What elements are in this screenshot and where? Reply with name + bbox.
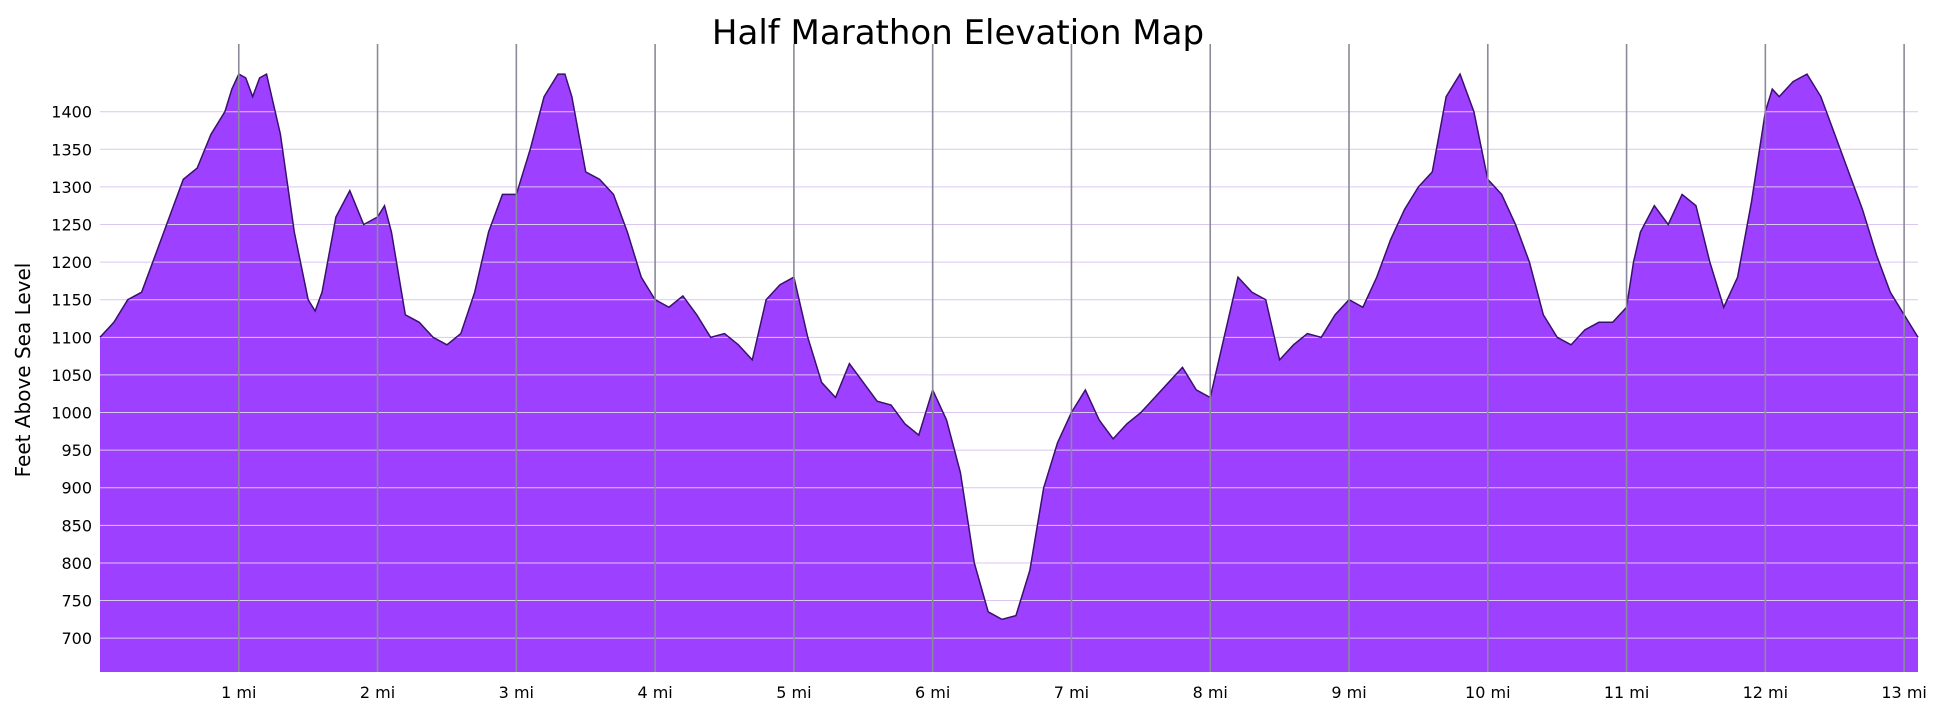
y-tick-label: 750: [61, 592, 92, 611]
x-tick-label: 2 mi: [360, 683, 395, 702]
x-tick-label: 9 mi: [1331, 683, 1366, 702]
x-tick-label: 10 mi: [1465, 683, 1510, 702]
x-tick-label: 7 mi: [1054, 683, 1089, 702]
y-tick-label: 800: [61, 554, 92, 573]
y-tick-label: 1400: [51, 103, 92, 122]
y-tick-label: 1150: [51, 291, 92, 310]
y-tick-label: 700: [61, 629, 92, 648]
y-axis-label: Feet Above Sea Level: [11, 263, 35, 478]
y-tick-label: 1350: [51, 140, 92, 159]
y-tick-label: 900: [61, 479, 92, 498]
x-tick-label: 1 mi: [221, 683, 256, 702]
elevation-area: [100, 74, 1918, 672]
elevation-line: [99, 72, 1919, 621]
x-tick-label: 3 mi: [499, 683, 534, 702]
x-tick-label: 8 mi: [1193, 683, 1228, 702]
x-tick-label: 11 mi: [1604, 683, 1649, 702]
y-tick-label: 1200: [51, 253, 92, 272]
y-axis-ticks: 700 750 800 850 900 950 1000 1050 1100 1150 1200 12…: [51, 103, 92, 648]
x-tick-label: 5 mi: [776, 683, 811, 702]
x-tick-label: 13 mi: [1881, 683, 1926, 702]
x-tick-label: 4 mi: [637, 683, 672, 702]
x-tick-label: 12 mi: [1743, 683, 1788, 702]
y-tick-label: 1050: [51, 366, 92, 385]
y-tick-label: 850: [61, 516, 92, 535]
y-tick-label: 1100: [51, 328, 92, 347]
mile-markers: [237, 44, 1905, 672]
y-tick-label: 950: [61, 441, 92, 460]
x-axis-ticks: 1 mi 2 mi 3 mi 4 mi 5 mi 6 mi 7 mi 8 mi 9 mi 10 m…: [221, 683, 1927, 702]
chart-title: Half Marathon Elevation Map: [712, 13, 1204, 53]
x-tick-label: 6 mi: [915, 683, 950, 702]
y-tick-label: 1250: [51, 216, 92, 235]
y-tick-label: 1000: [51, 404, 92, 423]
y-tick-label: 1300: [51, 178, 92, 197]
